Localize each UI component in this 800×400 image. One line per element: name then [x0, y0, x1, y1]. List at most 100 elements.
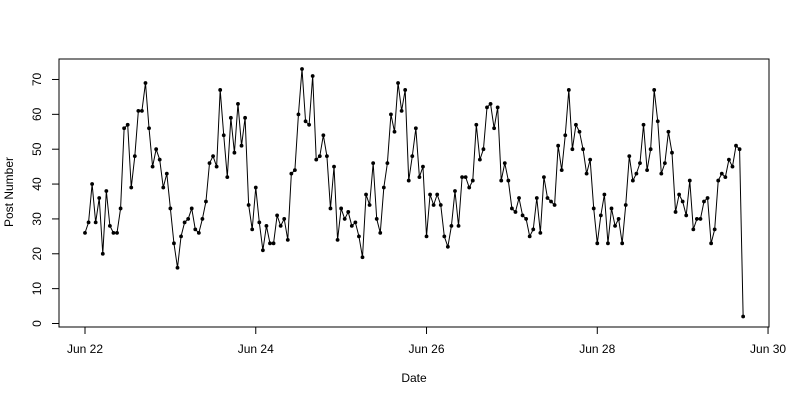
- data-point: [100, 251, 105, 256]
- data-point: [246, 203, 251, 207]
- data-point: [588, 157, 593, 162]
- data-points: [83, 67, 746, 319]
- data-point: [673, 210, 678, 214]
- data-point: [431, 203, 436, 207]
- data-point: [634, 171, 639, 176]
- data-point: [132, 154, 137, 159]
- data-point: [296, 112, 301, 117]
- data-point: [680, 199, 685, 204]
- data-point: [175, 265, 180, 270]
- data-point: [520, 213, 525, 218]
- data-point: [189, 206, 194, 211]
- data-point: [381, 185, 386, 190]
- data-point: [666, 129, 671, 134]
- data-point: [499, 178, 504, 183]
- data-point: [623, 203, 628, 207]
- data-point: [200, 217, 205, 221]
- data-point: [709, 241, 714, 246]
- data-point: [705, 196, 710, 200]
- data-point: [563, 133, 568, 138]
- data-point: [225, 175, 230, 179]
- data-point: [606, 241, 610, 246]
- data-point: [211, 154, 215, 159]
- x-tick-label: Jun 30: [750, 342, 786, 356]
- data-point: [179, 234, 183, 239]
- data-point: [524, 217, 529, 221]
- data-point: [492, 126, 497, 131]
- data-point: [670, 150, 674, 155]
- data-point: [595, 241, 600, 246]
- data-point: [488, 101, 493, 106]
- data-point: [250, 227, 255, 232]
- data-point: [325, 154, 329, 159]
- data-point: [460, 175, 464, 179]
- data-point: [485, 105, 489, 110]
- data-point: [349, 223, 354, 228]
- data-point: [317, 154, 322, 159]
- data-point: [122, 126, 127, 131]
- data-point: [364, 192, 368, 197]
- data-point: [687, 178, 692, 183]
- plot-frame: [58, 58, 770, 328]
- data-point: [655, 119, 660, 124]
- data-point: [613, 223, 617, 228]
- data-point: [232, 150, 237, 155]
- data-point: [90, 182, 95, 186]
- data-point: [474, 122, 479, 127]
- data-point: [727, 157, 731, 162]
- y-tick-label: 30: [30, 212, 44, 226]
- data-point: [577, 129, 582, 134]
- data-point: [392, 129, 397, 134]
- data-point: [314, 157, 319, 162]
- x-tick-label: Jun 28: [579, 342, 615, 356]
- data-point: [257, 220, 262, 225]
- data-point: [712, 227, 717, 232]
- data-point: [253, 185, 258, 190]
- data-point: [136, 108, 141, 113]
- data-point: [389, 112, 393, 117]
- data-point: [97, 196, 102, 200]
- data-point: [698, 217, 703, 221]
- x-axis-label: Date: [401, 371, 427, 385]
- data-point: [129, 185, 134, 190]
- data-point: [285, 237, 290, 242]
- data-point: [730, 164, 735, 169]
- data-point: [581, 147, 585, 152]
- y-tick-label: 0: [30, 320, 44, 327]
- data-point: [275, 213, 280, 218]
- data-point: [221, 133, 226, 138]
- data-point: [552, 203, 557, 207]
- data-point: [549, 199, 553, 204]
- data-point: [154, 147, 159, 152]
- data-point: [357, 234, 361, 239]
- data-point: [438, 203, 443, 207]
- data-point: [108, 223, 112, 228]
- data-point: [702, 199, 706, 204]
- data-point: [86, 220, 91, 225]
- data-point: [456, 223, 461, 228]
- data-point: [481, 147, 486, 152]
- data-point: [648, 147, 653, 152]
- data-point: [143, 81, 148, 85]
- data-point: [598, 213, 603, 218]
- data-point: [517, 196, 521, 200]
- data-point: [694, 217, 699, 221]
- data-point: [428, 192, 432, 197]
- data-point: [303, 119, 308, 124]
- data-point: [367, 203, 372, 207]
- data-point: [118, 206, 123, 211]
- y-tick-label: 70: [30, 72, 44, 86]
- data-point: [300, 67, 304, 71]
- data-point: [620, 241, 625, 246]
- data-point: [413, 126, 418, 131]
- data-point: [424, 234, 429, 239]
- data-point: [716, 178, 721, 183]
- data-point: [289, 171, 294, 176]
- data-point: [502, 161, 507, 166]
- data-point: [228, 115, 233, 120]
- data-point: [531, 227, 536, 232]
- data-point: [556, 143, 561, 148]
- y-tick-label: 10: [30, 282, 44, 296]
- data-point: [193, 227, 198, 232]
